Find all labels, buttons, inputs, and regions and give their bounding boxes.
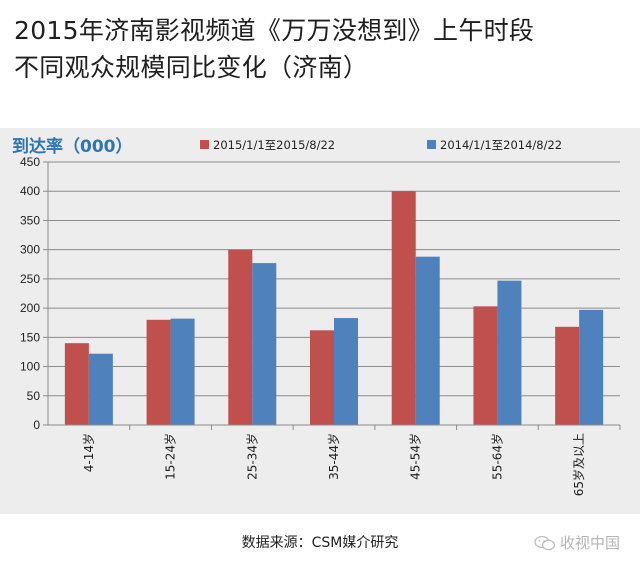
y-tick-label: 150 [20, 330, 40, 344]
bar-2015 [391, 191, 416, 425]
legend-label: 2014/1/1至2014/8/22 [440, 138, 562, 152]
y-tick-label: 400 [20, 184, 40, 198]
bar-2014 [334, 318, 358, 425]
x-tick-label: 4-14岁 [81, 433, 96, 472]
wechat-icon [534, 535, 556, 550]
bar-2015 [473, 306, 498, 425]
x-tick-label: 15-24岁 [163, 433, 178, 480]
chart-panel [0, 128, 640, 514]
bar-2015 [228, 249, 253, 425]
x-tick-label: 25-34岁 [244, 433, 259, 480]
bar-2015 [64, 343, 89, 425]
chart-title-line1: 2015年济南影视频道《万万没想到》上午时段 [14, 16, 535, 45]
bar-2015 [310, 330, 334, 425]
y-tick-label: 250 [20, 272, 40, 286]
legend-swatch [427, 140, 436, 149]
chart-title-line2: 不同观众规模同比变化（济南） [14, 53, 369, 82]
x-tick-label: 45-54岁 [408, 433, 423, 480]
y-tick-label: 450 [20, 155, 40, 169]
bar-chart: 到达率（000） 0 50 100 150 200 250 300 350 400 450 4-14岁… [12, 136, 621, 496]
bar-2015 [146, 319, 171, 425]
bar-2014 [497, 280, 522, 425]
bar-2014 [415, 256, 440, 425]
y-tick-label: 50 [27, 389, 41, 403]
y-tick-label: 350 [20, 213, 40, 227]
source-note: 数据来源：CSM媒介研究 [241, 535, 399, 551]
legend-label: 2015/1/1至2015/8/22 [213, 138, 335, 152]
y-tick-label: 0 [33, 418, 40, 432]
x-tick-label: 65岁及以上 [571, 433, 586, 496]
bar-2014 [579, 309, 604, 425]
y-axis-label: 到达率（000） [12, 136, 133, 157]
bar-2014 [170, 318, 195, 425]
x-tick-label: 55-64岁 [489, 433, 504, 480]
bar-2014 [88, 353, 113, 425]
bar-2015 [555, 326, 580, 425]
y-tick-label: 200 [20, 301, 40, 315]
y-tick-label: 100 [20, 360, 40, 374]
legend-swatch [200, 140, 209, 149]
watermark-text: 收视中国 [559, 534, 620, 552]
chart-title: 2015年济南影视频道《万万没想到》上午时段 不同观众规模同比变化（济南） [14, 12, 626, 86]
bar-2014 [252, 263, 277, 425]
watermark: 收视中国 [534, 532, 620, 553]
y-tick-label: 300 [20, 243, 40, 257]
x-tick-label: 35-44岁 [326, 433, 341, 480]
footer [0, 514, 640, 572]
